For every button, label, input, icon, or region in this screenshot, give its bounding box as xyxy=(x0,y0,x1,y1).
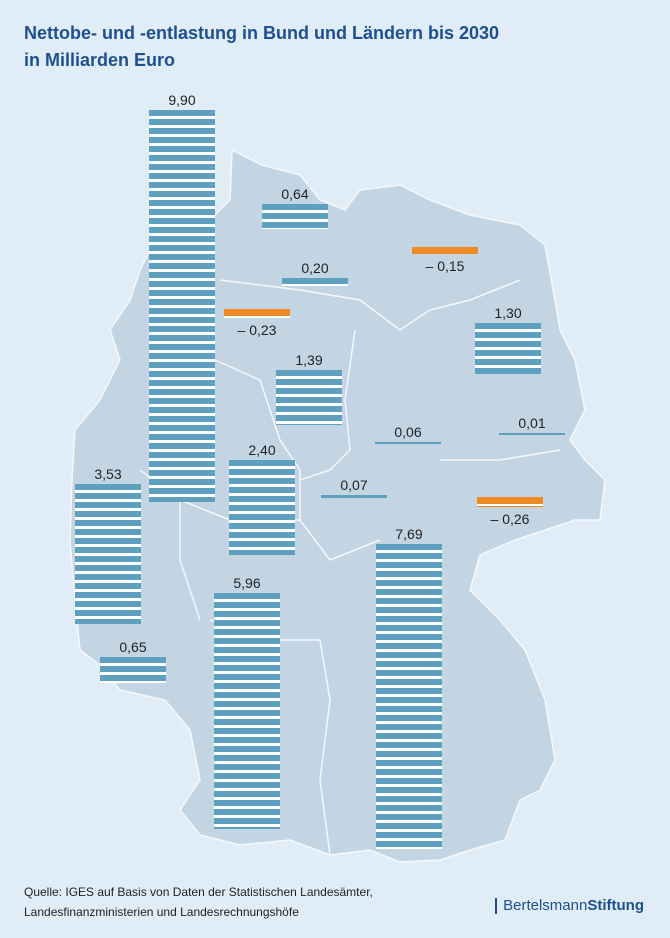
bar-11 xyxy=(321,495,387,498)
source-line-1: Quelle: IGES auf Basis von Daten der Sta… xyxy=(24,885,373,899)
bar-3 xyxy=(412,247,478,254)
bar-7 xyxy=(375,442,441,445)
bar-15 xyxy=(100,657,166,683)
data-label-7: 0,06 xyxy=(394,424,422,440)
source-note: Quelle: IGES auf Basis von Daten der Sta… xyxy=(24,882,373,922)
logo-bold: Stiftung xyxy=(587,897,644,914)
source-line-2: Landesfinanzministerien und Landesrechnu… xyxy=(24,905,299,919)
bar-10 xyxy=(75,484,141,624)
bar-1 xyxy=(262,204,328,230)
data-label-11: 0,07 xyxy=(340,477,368,493)
data-label-1: 0,64 xyxy=(281,186,309,202)
data-label-8: 0,01 xyxy=(518,415,546,431)
data-label-12: – 0,26 xyxy=(490,511,530,528)
title-line-1: Nettobe- und -entlastung in Bund und Län… xyxy=(24,23,500,43)
bar-5 xyxy=(475,323,541,375)
title-line-2: in Milliarden Euro xyxy=(24,50,176,70)
data-label-5: 1,30 xyxy=(494,305,522,321)
bar-6 xyxy=(276,370,342,426)
data-label-15: 0,65 xyxy=(119,639,147,655)
data-label-3: – 0,15 xyxy=(425,258,465,274)
bar-13 xyxy=(376,544,442,849)
data-label-2: 0,20 xyxy=(301,260,329,276)
data-label-14: 5,96 xyxy=(233,575,261,591)
logo-regular: Bertelsmann xyxy=(503,897,588,914)
bar-0 xyxy=(149,110,215,503)
bar-4 xyxy=(224,309,290,319)
data-label-0: 9,90 xyxy=(168,92,196,108)
bar-14 xyxy=(214,593,280,830)
bar-9 xyxy=(229,460,295,556)
chart-title: Nettobe- und -entlastung in Bund und Län… xyxy=(24,20,499,74)
data-label-9: 2,40 xyxy=(248,442,276,458)
bar-8 xyxy=(499,433,565,435)
bar-12 xyxy=(477,497,543,508)
data-label-10: 3,53 xyxy=(94,466,122,482)
bertelsmann-logo: BertelsmannStiftung xyxy=(495,898,644,914)
data-label-6: 1,39 xyxy=(295,352,323,368)
data-label-4: – 0,23 xyxy=(237,322,277,339)
bar-2 xyxy=(282,278,348,286)
data-label-13: 7,69 xyxy=(395,526,423,542)
